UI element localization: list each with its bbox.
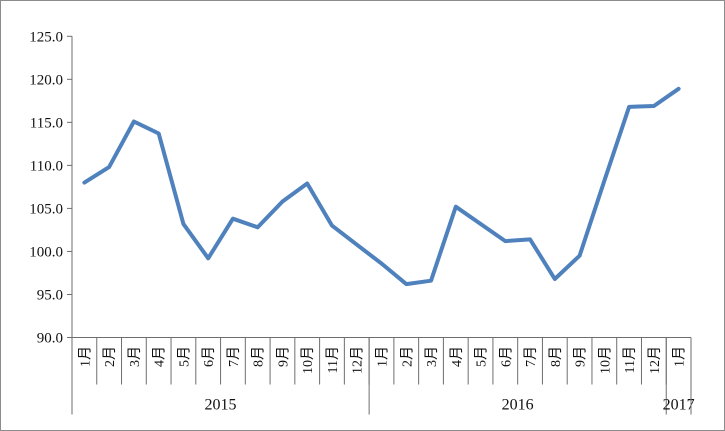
month-label: 6月 — [201, 346, 217, 367]
y-tick-label: 110.0 — [30, 158, 63, 174]
y-tick-label: 95.0 — [37, 287, 63, 303]
month-label: 2月 — [399, 346, 415, 367]
y-tick-label: 105.0 — [29, 201, 63, 217]
month-label: 1月 — [77, 346, 93, 367]
month-label: 8月 — [548, 346, 564, 367]
month-label: 6月 — [498, 346, 514, 367]
data-series-line — [82, 86, 681, 287]
month-label: 11月 — [325, 346, 341, 373]
month-label: 9月 — [275, 346, 291, 367]
month-label: 12月 — [647, 346, 663, 374]
month-label: 11月 — [622, 346, 638, 373]
month-label: 12月 — [350, 346, 366, 374]
month-label: 5月 — [474, 346, 490, 367]
y-tick-label: 125.0 — [29, 29, 63, 45]
month-label: 9月 — [573, 346, 589, 367]
year-label: 2017 — [663, 397, 695, 414]
year-label: 2016 — [502, 397, 534, 414]
month-label: 7月 — [523, 346, 539, 367]
month-label: 4月 — [152, 346, 168, 367]
year-label: 2015 — [205, 397, 237, 414]
month-label: 10月 — [597, 346, 613, 374]
month-label: 3月 — [424, 346, 440, 367]
y-tick-label: 90.0 — [37, 331, 63, 347]
month-label: 7月 — [226, 346, 242, 367]
month-label: 8月 — [251, 346, 267, 367]
month-label: 1月 — [672, 346, 688, 367]
month-label: 5月 — [176, 346, 192, 367]
month-label: 2月 — [102, 346, 118, 367]
month-label: 4月 — [449, 346, 465, 367]
month-label: 1月 — [375, 346, 391, 367]
y-tick-label: 115.0 — [30, 115, 63, 131]
y-tick-label: 100.0 — [29, 244, 63, 260]
month-label: 10月 — [300, 346, 316, 374]
y-tick-label: 120.0 — [29, 72, 63, 88]
month-label: 3月 — [127, 346, 143, 367]
